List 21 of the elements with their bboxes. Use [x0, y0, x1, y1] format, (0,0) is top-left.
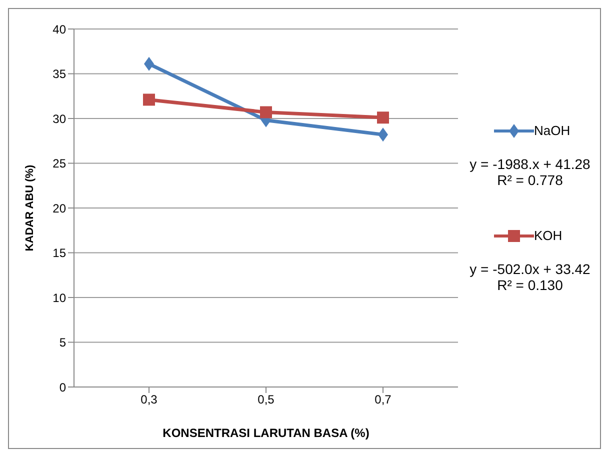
x-tick-label: 0,3 [140, 392, 158, 407]
x-tick-label: 0,7 [374, 392, 392, 407]
legend-label: NaOH [534, 123, 570, 138]
y-tick-label: 5 [59, 336, 66, 350]
y-tick-label: 15 [52, 246, 66, 260]
point [260, 106, 272, 118]
y-tick-label: 20 [52, 201, 66, 216]
y-tick-label: 25 [52, 156, 66, 171]
x-tick-label: 0,5 [258, 392, 275, 407]
y-tick-label: 10 [52, 290, 66, 305]
y-axis-title: KADAR ABU (%) [24, 164, 36, 252]
point [143, 94, 155, 106]
point [377, 112, 389, 124]
text: y = -502.0x + 33.42 R² = 0.130 [468, 261, 592, 293]
legend-label: KOH [534, 228, 562, 243]
x-axis-title: KONSENTRASI LARUTAN BASA (%) [162, 426, 370, 440]
y-tick-label: 0 [59, 380, 66, 394]
y-tick-label: 30 [52, 112, 66, 126]
text: y = -1988.x + 41.28 R² = 0.778 [468, 156, 592, 188]
y-tick-label: 40 [52, 22, 66, 36]
y-tick-label: 35 [52, 67, 66, 82]
